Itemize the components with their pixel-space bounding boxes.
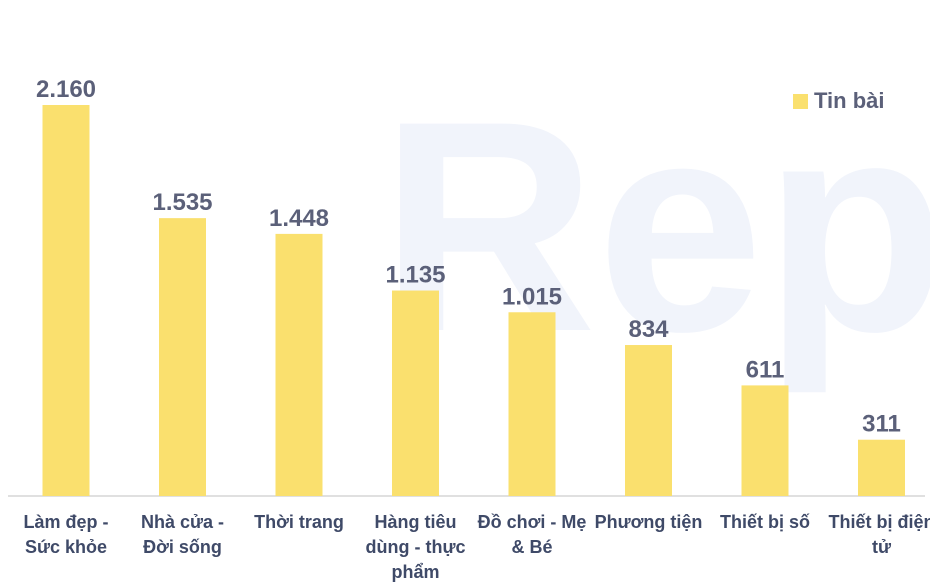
legend-swatch [793, 94, 808, 109]
bar [392, 290, 439, 496]
bar [42, 105, 90, 496]
legend-label: Tin bài [814, 88, 885, 113]
x-tick-label: Hàng tiêu dùng - thực phẩm [365, 512, 466, 582]
x-tick-label: Làm đẹp - Sức khỏe [23, 512, 109, 557]
value-label: 834 [628, 316, 669, 343]
x-tick-label: Thiết bị điện tử [828, 512, 930, 557]
bar [159, 218, 206, 496]
value-label: 311 [862, 411, 901, 438]
x-tick-label: Nhà cửa - Đời sống [140, 512, 225, 557]
value-label: 1.015 [502, 283, 562, 310]
bar [625, 345, 672, 496]
value-label: 2.160 [36, 76, 96, 103]
watermark: Rep [380, 58, 930, 396]
bar [508, 312, 556, 496]
bar [275, 233, 323, 496]
x-tick-label: Thiết bị số [720, 512, 810, 532]
x-tick-label: Phương tiện [594, 512, 703, 532]
bar [741, 385, 789, 496]
bar [858, 439, 905, 496]
value-label: 611 [746, 356, 785, 383]
value-label: 1.535 [152, 189, 212, 216]
value-label: 1.448 [269, 205, 329, 232]
value-label: 1.135 [385, 262, 445, 289]
x-tick-label: Đồ chơi - Mẹ & Bé [477, 512, 587, 557]
x-tick-label: Thời trang [254, 512, 344, 532]
